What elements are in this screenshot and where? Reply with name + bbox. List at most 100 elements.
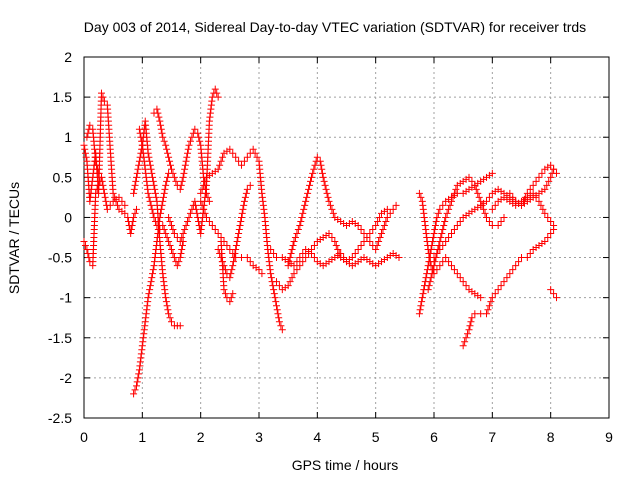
data-point (226, 246, 234, 254)
data-point (328, 234, 336, 241)
data-point (164, 306, 172, 314)
series-s7 (150, 105, 212, 201)
data-point (462, 282, 470, 290)
data-point (274, 310, 282, 318)
data-point (275, 314, 283, 322)
data-point (80, 238, 88, 246)
data-point (150, 213, 158, 221)
data-point (166, 157, 174, 165)
data-point (376, 213, 384, 221)
data-point (157, 125, 165, 133)
data-point (130, 189, 138, 197)
data-point (165, 153, 173, 161)
data-point (149, 209, 157, 217)
data-point (481, 209, 489, 217)
data-point (442, 254, 450, 262)
data-point (308, 246, 315, 254)
data-point (348, 254, 356, 262)
data-point (543, 181, 551, 189)
data-point (372, 221, 380, 229)
data-point (221, 290, 229, 298)
data-point (296, 221, 304, 229)
data-point (149, 266, 157, 274)
data-point (170, 229, 178, 237)
data-point (159, 193, 167, 201)
data-point (433, 213, 441, 221)
data-point (512, 262, 520, 270)
data-point (431, 225, 439, 233)
data-point (200, 205, 208, 213)
data-point (176, 322, 184, 330)
data-point (308, 173, 315, 181)
data-point (529, 181, 537, 189)
data-point (550, 290, 558, 298)
data-point (162, 298, 170, 306)
data-point (129, 217, 137, 225)
data-point (305, 185, 313, 193)
data-point (442, 213, 450, 221)
data-point (166, 314, 174, 322)
data-point (535, 173, 543, 181)
data-point (437, 234, 445, 241)
data-point (445, 205, 453, 213)
data-point (151, 217, 159, 225)
data-point (284, 282, 292, 290)
x-tick-label: 6 (430, 429, 438, 445)
data-point (271, 294, 279, 302)
data-point (160, 225, 168, 233)
data-point (251, 149, 259, 157)
data-point (178, 246, 186, 254)
data-point (491, 290, 499, 298)
data-point (80, 141, 88, 149)
data-point (415, 189, 423, 197)
data-point (93, 161, 101, 169)
data-point (369, 225, 377, 233)
data-point (485, 193, 493, 201)
data-point (459, 342, 467, 350)
data-point (500, 213, 508, 221)
data-point (302, 254, 310, 262)
data-point (168, 246, 175, 254)
data-point (240, 197, 248, 205)
series-s22 (506, 161, 558, 209)
data-point (134, 374, 142, 382)
data-point (379, 225, 387, 233)
series-s17 (415, 171, 493, 318)
data-point (211, 85, 219, 93)
data-point (436, 205, 444, 213)
data-point (488, 294, 496, 302)
data-point (539, 205, 547, 213)
data-point (491, 201, 499, 209)
x-tick-label: 1 (138, 429, 146, 445)
data-point (184, 145, 192, 153)
data-point (431, 221, 439, 229)
x-tick-label: 9 (605, 429, 613, 445)
data-point (226, 298, 234, 306)
data-point (328, 205, 336, 213)
data-point (255, 266, 263, 274)
data-point (453, 270, 461, 278)
data-point (436, 246, 444, 254)
data-point (547, 161, 555, 169)
data-point (519, 197, 527, 205)
plot-frame (83, 56, 610, 419)
data-point (133, 382, 140, 390)
data-point (242, 189, 250, 197)
data-point (168, 221, 175, 229)
data-point (237, 217, 245, 225)
data-point (275, 318, 283, 326)
data-point (541, 209, 549, 217)
data-point (426, 278, 434, 286)
data-point (286, 254, 294, 262)
series-s12 (217, 238, 235, 306)
data-point (322, 185, 330, 193)
data-point (101, 193, 109, 201)
data-point (321, 181, 329, 189)
data-point (273, 306, 281, 314)
series-s14 (284, 153, 397, 270)
data-point (228, 266, 236, 274)
data-point (159, 133, 167, 141)
data-point (82, 153, 90, 161)
data-point (386, 209, 394, 217)
data-point (131, 181, 139, 189)
